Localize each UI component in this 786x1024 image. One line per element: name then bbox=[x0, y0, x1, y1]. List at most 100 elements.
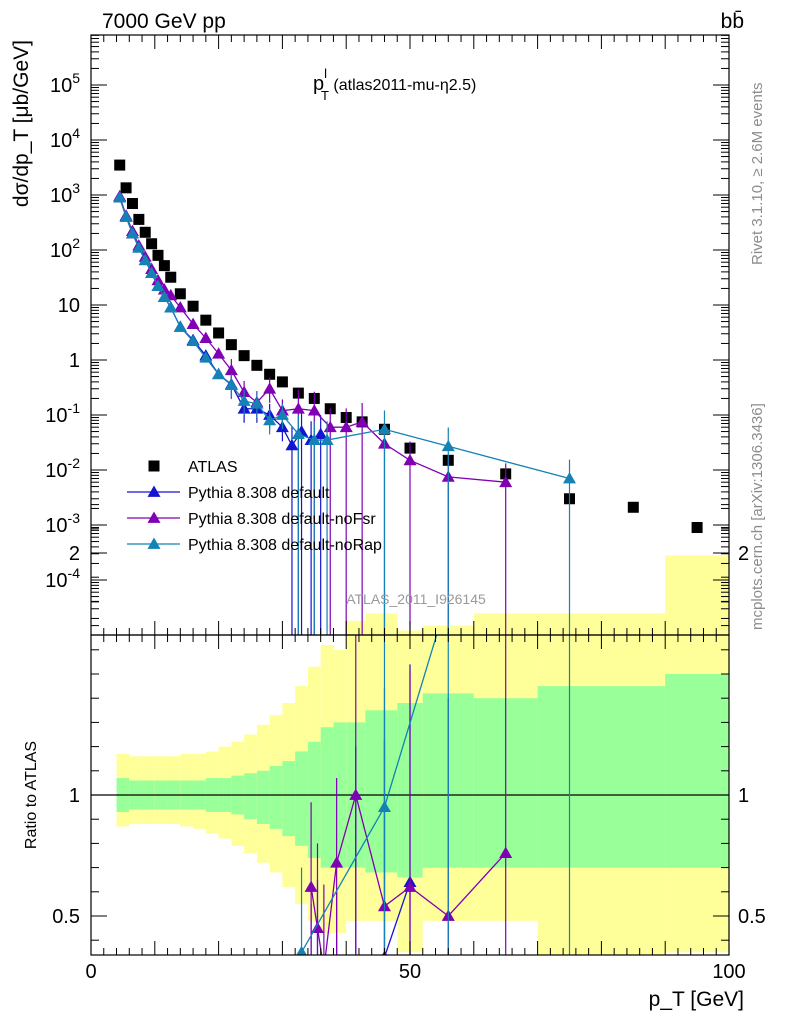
ratio-band-inner bbox=[320, 727, 334, 868]
data-point bbox=[157, 290, 171, 302]
data-point bbox=[146, 238, 158, 250]
data-point bbox=[403, 453, 417, 466]
series-atlas bbox=[114, 159, 703, 534]
legend-entry: ATLAS bbox=[148, 459, 238, 476]
y-tick-label-ratio-left: 1 bbox=[69, 785, 80, 807]
legend-entry: Pythia 8.308 default-noRap bbox=[127, 537, 382, 554]
series-nofsr bbox=[113, 189, 513, 635]
ratio-point bbox=[499, 846, 513, 858]
data-point bbox=[114, 159, 126, 171]
data-point bbox=[173, 301, 187, 313]
data-point bbox=[158, 260, 170, 272]
ratio-band-inner bbox=[244, 773, 257, 820]
data-point bbox=[152, 249, 164, 261]
ratio-series-clip bbox=[296, 635, 571, 993]
y-axis-label-top: dσ/dp_T [μb/GeV] bbox=[10, 40, 33, 207]
data-point bbox=[275, 408, 289, 420]
data-point bbox=[187, 300, 199, 312]
legend-entry: Pythia 8.308 default bbox=[127, 485, 330, 502]
data-point bbox=[291, 402, 305, 414]
ratio-point bbox=[403, 880, 417, 892]
data-point bbox=[173, 320, 187, 332]
plot-title: pl T (atlas2011-mu-η2.5) bbox=[313, 66, 476, 103]
data-point bbox=[320, 433, 334, 445]
data-point bbox=[174, 288, 186, 300]
title-suffix: (atlas2011-mu-η2.5) bbox=[329, 77, 476, 94]
ratio-band-inner bbox=[537, 686, 666, 868]
y-tick-label-ratio-left: 2 bbox=[69, 543, 80, 565]
y-tick-label-ratio-right: 0.5 bbox=[738, 906, 766, 928]
data-point bbox=[119, 210, 133, 222]
y-tick-label-top: 104 bbox=[50, 125, 80, 152]
x-tick-label: 0 bbox=[85, 961, 96, 983]
ratio-band-inner bbox=[269, 765, 283, 829]
legend-label: Pythia 8.308 default bbox=[188, 485, 330, 502]
data-point bbox=[125, 226, 139, 239]
ratio-band-gap bbox=[422, 920, 538, 955]
data-point bbox=[186, 334, 200, 347]
ratio-point bbox=[377, 800, 391, 812]
mcplots-label: mcplots.cern.ch [arXiv:1306.3436] bbox=[749, 403, 766, 630]
data-point bbox=[225, 339, 237, 351]
data-point bbox=[237, 394, 251, 406]
title-superscript: l bbox=[324, 66, 327, 81]
data-point bbox=[238, 350, 250, 362]
data-point bbox=[250, 397, 264, 409]
legend-label: Pythia 8.308 default-noFsr bbox=[188, 511, 376, 528]
data-point bbox=[186, 317, 200, 329]
legend-marker bbox=[147, 485, 161, 497]
data-point bbox=[355, 415, 369, 427]
ratio-band-inner bbox=[365, 710, 398, 873]
ratio-series-norap bbox=[296, 635, 571, 955]
ratio-uncertainty-bands bbox=[116, 555, 729, 955]
legend-label: ATLAS bbox=[188, 459, 238, 476]
title-subscript: T bbox=[321, 88, 329, 103]
y-tick-label-top: 10-1 bbox=[45, 400, 80, 427]
legend: ATLAS Pythia 8.308 default Pythia 8.308 de… bbox=[127, 459, 382, 554]
y-tick-label-top: 105 bbox=[50, 70, 80, 97]
energy-label: 7000 GeV pp bbox=[102, 10, 226, 33]
ratio-band-inner bbox=[256, 770, 270, 825]
y-tick-label-top: 10-3 bbox=[45, 510, 80, 537]
y-tick-label-top: 10-4 bbox=[45, 565, 80, 592]
data-point bbox=[138, 253, 152, 266]
data-point bbox=[276, 376, 288, 388]
top-panel-series bbox=[113, 159, 703, 635]
ratio-point bbox=[330, 970, 343, 981]
data-point bbox=[563, 472, 576, 484]
legend-marker bbox=[147, 511, 161, 523]
data-point bbox=[291, 427, 305, 439]
data-point bbox=[339, 420, 353, 433]
ratio-band-outer bbox=[537, 867, 666, 955]
data-point bbox=[212, 347, 226, 359]
ratio-point bbox=[305, 982, 318, 993]
data-point bbox=[263, 413, 277, 426]
ratio-point bbox=[317, 963, 330, 974]
ratio-band-inner bbox=[665, 674, 729, 868]
ratio-band-inner bbox=[295, 751, 308, 846]
rivet-version-label: Rivet 3.1.10, ≥ 2.6M events bbox=[749, 83, 766, 266]
data-point bbox=[199, 351, 213, 363]
data-point bbox=[151, 273, 165, 286]
ratio-band-inner bbox=[282, 761, 296, 837]
data-point bbox=[139, 226, 151, 238]
legend-entry: Pythia 8.308 default-noFsr bbox=[127, 511, 376, 528]
y-tick-label-ratio-left: 0.5 bbox=[52, 906, 80, 928]
y-tick-label-top: 102 bbox=[50, 235, 80, 262]
data-point bbox=[441, 439, 455, 452]
data-point bbox=[132, 241, 146, 253]
data-point bbox=[126, 198, 138, 210]
ratio-line bbox=[384, 881, 411, 955]
analysis-watermark: ATLAS_2011_I926145 bbox=[346, 591, 486, 607]
legend-label: Pythia 8.308 default-noRap bbox=[188, 537, 382, 554]
data-point bbox=[251, 359, 263, 371]
data-point bbox=[307, 404, 321, 416]
y-tick-label-top: 1 bbox=[69, 350, 80, 372]
data-point bbox=[314, 427, 328, 439]
x-axis-label: p_T [GeV] bbox=[649, 988, 744, 1011]
x-tick-label: 100 bbox=[712, 961, 745, 983]
legend-marker bbox=[148, 460, 160, 472]
data-point bbox=[377, 422, 391, 435]
